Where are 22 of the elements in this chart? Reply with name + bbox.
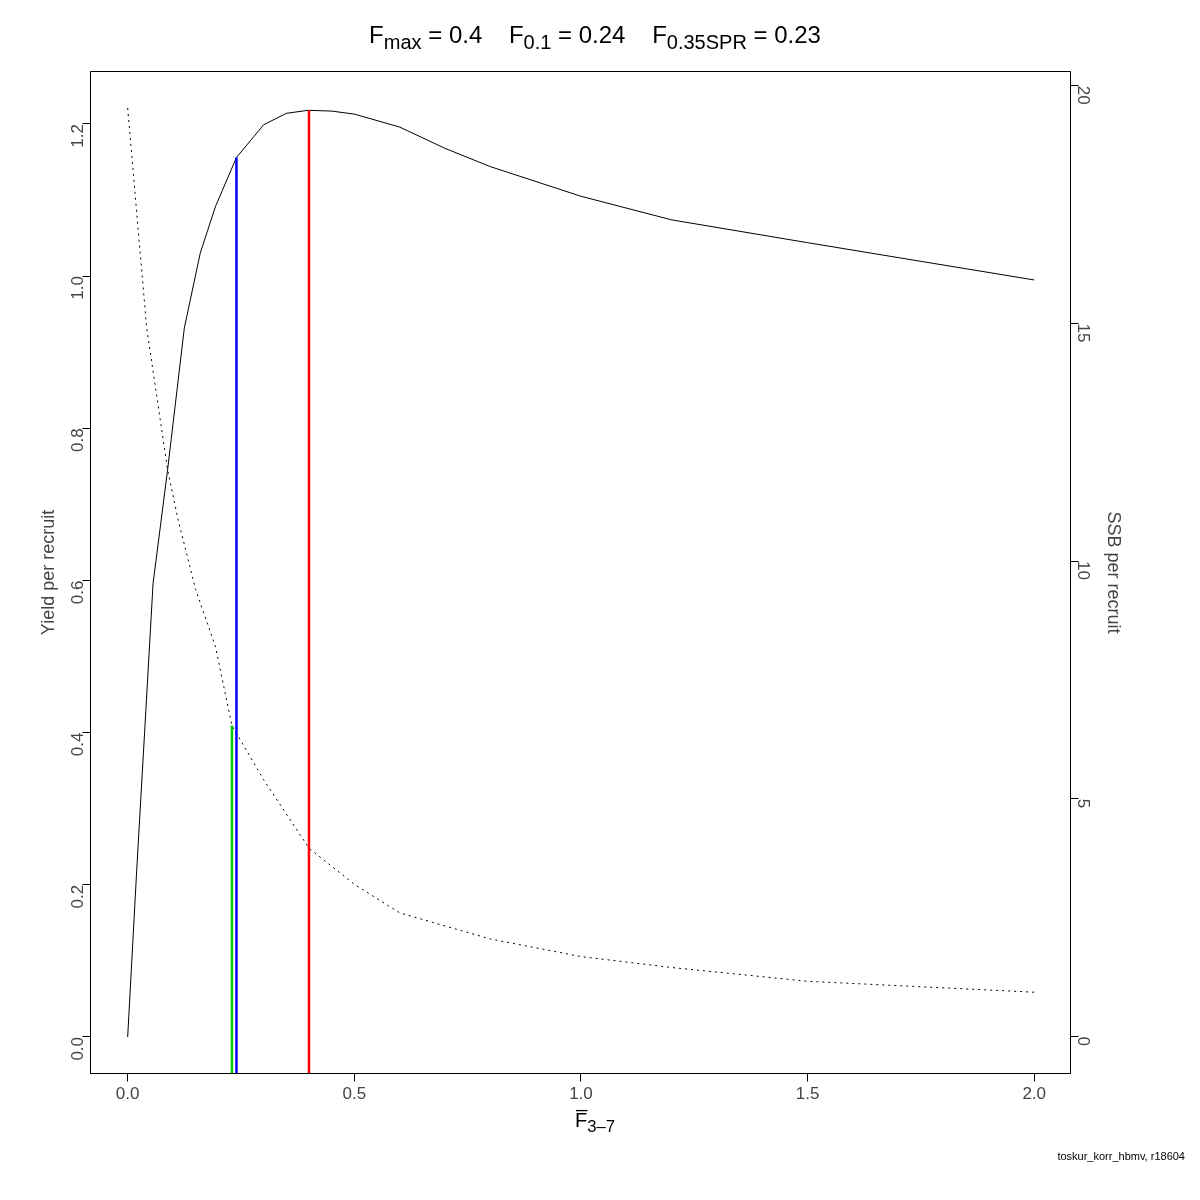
y2-tick-label: 15 <box>1073 323 1093 343</box>
y-axis-title: Yield per recruit <box>37 510 58 636</box>
x-tick-label: 1.5 <box>795 1083 820 1103</box>
y-tick-label: 0.8 <box>68 428 88 453</box>
text: toskur_korr_hbmv, r18604 <box>1057 1149 1185 1165</box>
y2-tick-label: 5 <box>1073 799 1093 809</box>
y-tick-label: 0.6 <box>68 580 88 605</box>
y-tick-label: 0.0 <box>68 1037 88 1061</box>
y-tick-label: 0.2 <box>68 885 88 909</box>
y2-tick-label: 10 <box>1073 561 1093 581</box>
x-tick-label: 0.5 <box>342 1083 367 1103</box>
y-tick-label: 1.0 <box>68 276 88 301</box>
x-axis-title: F̅$_{3–7}$ <box>574 1108 615 1139</box>
y-tick-label: 0.4 <box>68 733 88 757</box>
x-tick-label: 0.0 <box>115 1083 140 1103</box>
y2-tick-label: 0 <box>1073 1036 1093 1047</box>
x-tick-label: 2.0 <box>1022 1083 1047 1103</box>
y-tick-label: 1.2 <box>68 124 88 148</box>
x-tick-label: 1.0 <box>569 1083 593 1103</box>
y2-axis-title: SSB per recruit <box>1103 511 1124 634</box>
chart-title: F$_{max}$ = 0.4 F$_{0.1}$ = 0.24 F$_{0.35SPR}$ = 0.23 <box>369 20 821 55</box>
y2-tick-label: 20 <box>1073 86 1093 106</box>
